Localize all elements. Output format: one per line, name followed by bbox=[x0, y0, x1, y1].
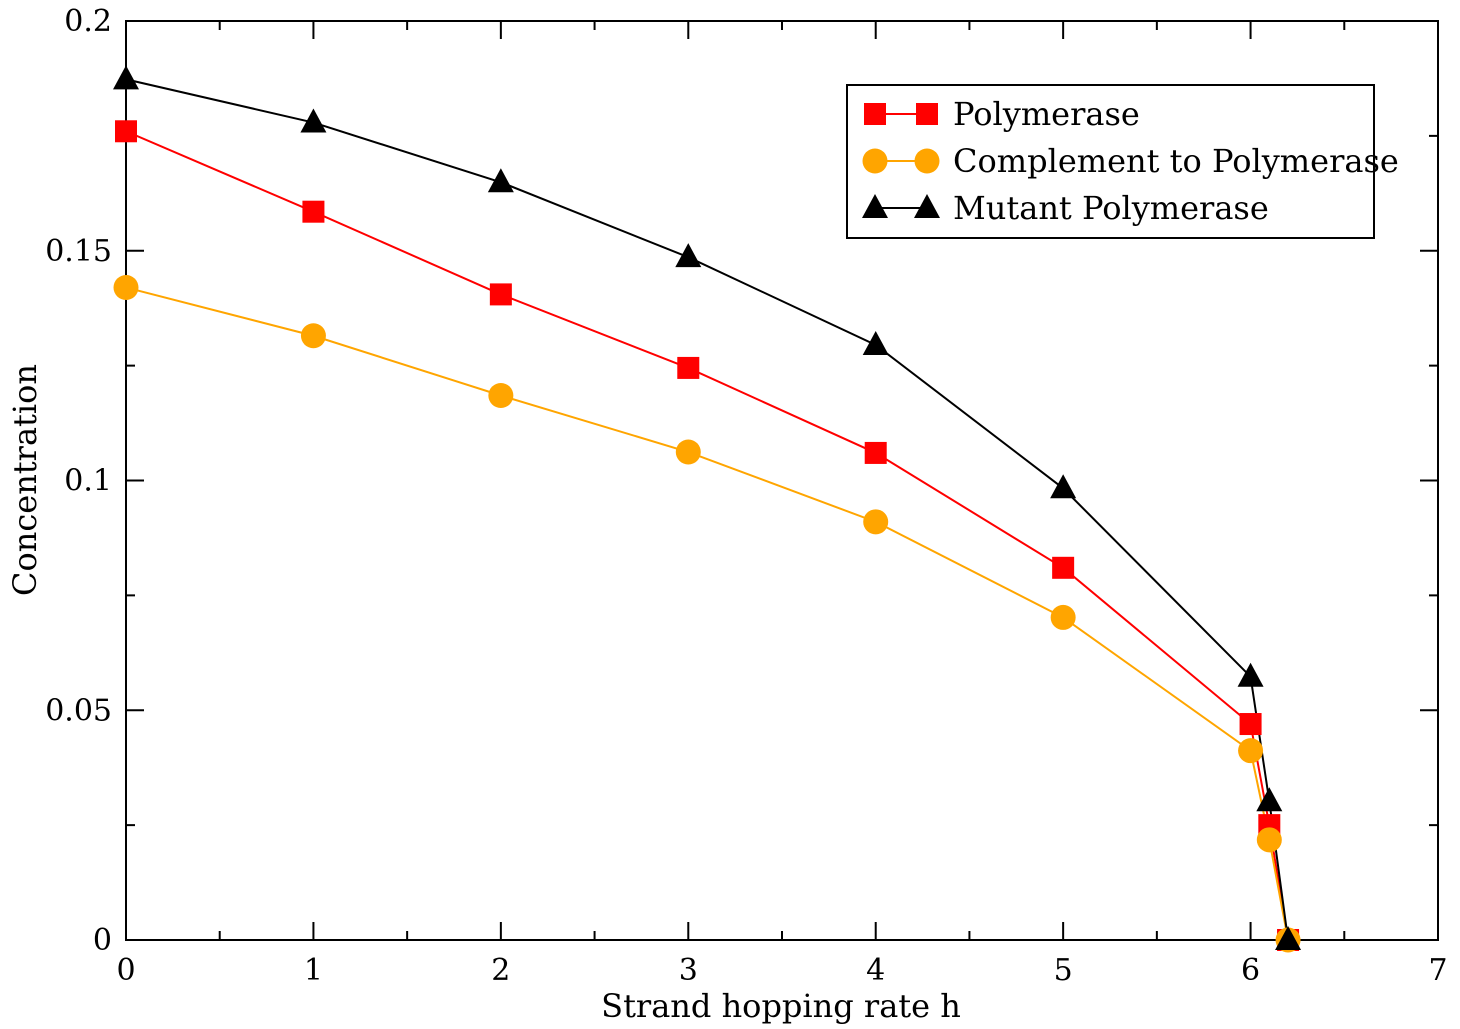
data-point-polymerase bbox=[677, 356, 700, 379]
legend-marker-complement-to-polymerase bbox=[914, 148, 940, 174]
data-point-complement-to-polymerase bbox=[300, 323, 326, 349]
legend-marker-polymerase bbox=[864, 103, 886, 125]
legend-label-mutant-polymerase: Mutant Polymerase bbox=[953, 189, 1269, 227]
y-tick-label: 0.15 bbox=[45, 234, 112, 269]
x-tick-label: 3 bbox=[679, 953, 698, 988]
data-point-complement-to-polymerase bbox=[1256, 827, 1282, 853]
data-point-polymerase bbox=[302, 200, 325, 223]
data-point-complement-to-polymerase bbox=[488, 382, 514, 408]
y-tick-label: 0.05 bbox=[45, 693, 112, 728]
y-tick-label: 0.2 bbox=[64, 4, 112, 39]
data-point-mutant-polymerase bbox=[113, 65, 139, 90]
data-point-polymerase bbox=[1052, 556, 1075, 579]
x-axis-label: Strand hopping rate h bbox=[601, 987, 961, 1025]
data-point-complement-to-polymerase bbox=[863, 509, 889, 535]
y-axis-label: Concentration bbox=[6, 364, 44, 596]
data-point-mutant-polymerase bbox=[862, 330, 889, 355]
data-point-mutant-polymerase bbox=[487, 168, 514, 193]
data-point-complement-to-polymerase bbox=[113, 275, 139, 301]
series-line-complement-to-polymerase bbox=[125, 286, 1290, 941]
data-point-mutant-polymerase bbox=[300, 108, 327, 133]
data-point-complement-to-polymerase bbox=[1238, 738, 1264, 764]
legend-marker-polymerase bbox=[916, 103, 938, 125]
data-point-complement-to-polymerase bbox=[675, 439, 701, 465]
data-point-complement-to-polymerase bbox=[1050, 604, 1076, 630]
legend-marker-complement-to-polymerase bbox=[862, 148, 888, 174]
data-point-mutant-polymerase bbox=[1256, 787, 1283, 812]
data-point-polymerase bbox=[489, 283, 512, 306]
x-tick-label: 6 bbox=[1241, 953, 1260, 988]
data-point-polymerase bbox=[115, 120, 137, 143]
data-point-mutant-polymerase bbox=[1275, 926, 1302, 950]
x-tick-label: 1 bbox=[304, 953, 323, 988]
legend-label-complement-to-polymerase: Complement to Polymerase bbox=[953, 142, 1399, 180]
legend-label-polymerase: Polymerase bbox=[953, 95, 1140, 133]
data-point-polymerase bbox=[864, 441, 887, 464]
legend: Polymerase Complement to Polymerase Mutant… bbox=[846, 84, 1399, 239]
data-point-mutant-polymerase bbox=[1237, 662, 1264, 687]
axes-layer: 0 1 2 3 4 5 6 7 0 0.05 0.1 0.15 0.2 bbox=[45, 4, 1447, 988]
legend-marker-mutant-polymerase bbox=[862, 194, 888, 218]
y-tick-label: 0 bbox=[93, 923, 112, 958]
data-point-mutant-polymerase bbox=[675, 243, 702, 268]
x-tick-label: 2 bbox=[491, 953, 510, 988]
x-tick-label: 4 bbox=[866, 953, 885, 988]
x-tick-label: 0 bbox=[116, 953, 135, 988]
x-tick-label: 7 bbox=[1428, 953, 1447, 988]
x-tick-label: 5 bbox=[1054, 953, 1073, 988]
y-tick-label: 0.1 bbox=[64, 464, 112, 499]
series-layer bbox=[113, 65, 1302, 953]
data-point-polymerase bbox=[1239, 713, 1262, 736]
data-point-mutant-polymerase bbox=[1050, 474, 1077, 499]
series-line-polymerase bbox=[125, 130, 1290, 941]
legend-marker-mutant-polymerase bbox=[914, 194, 940, 218]
